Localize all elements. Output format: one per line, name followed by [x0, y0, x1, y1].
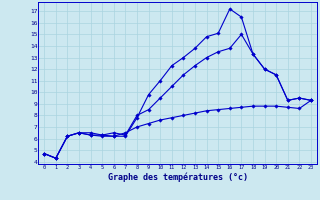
X-axis label: Graphe des températures (°c): Graphe des températures (°c)	[108, 172, 248, 182]
